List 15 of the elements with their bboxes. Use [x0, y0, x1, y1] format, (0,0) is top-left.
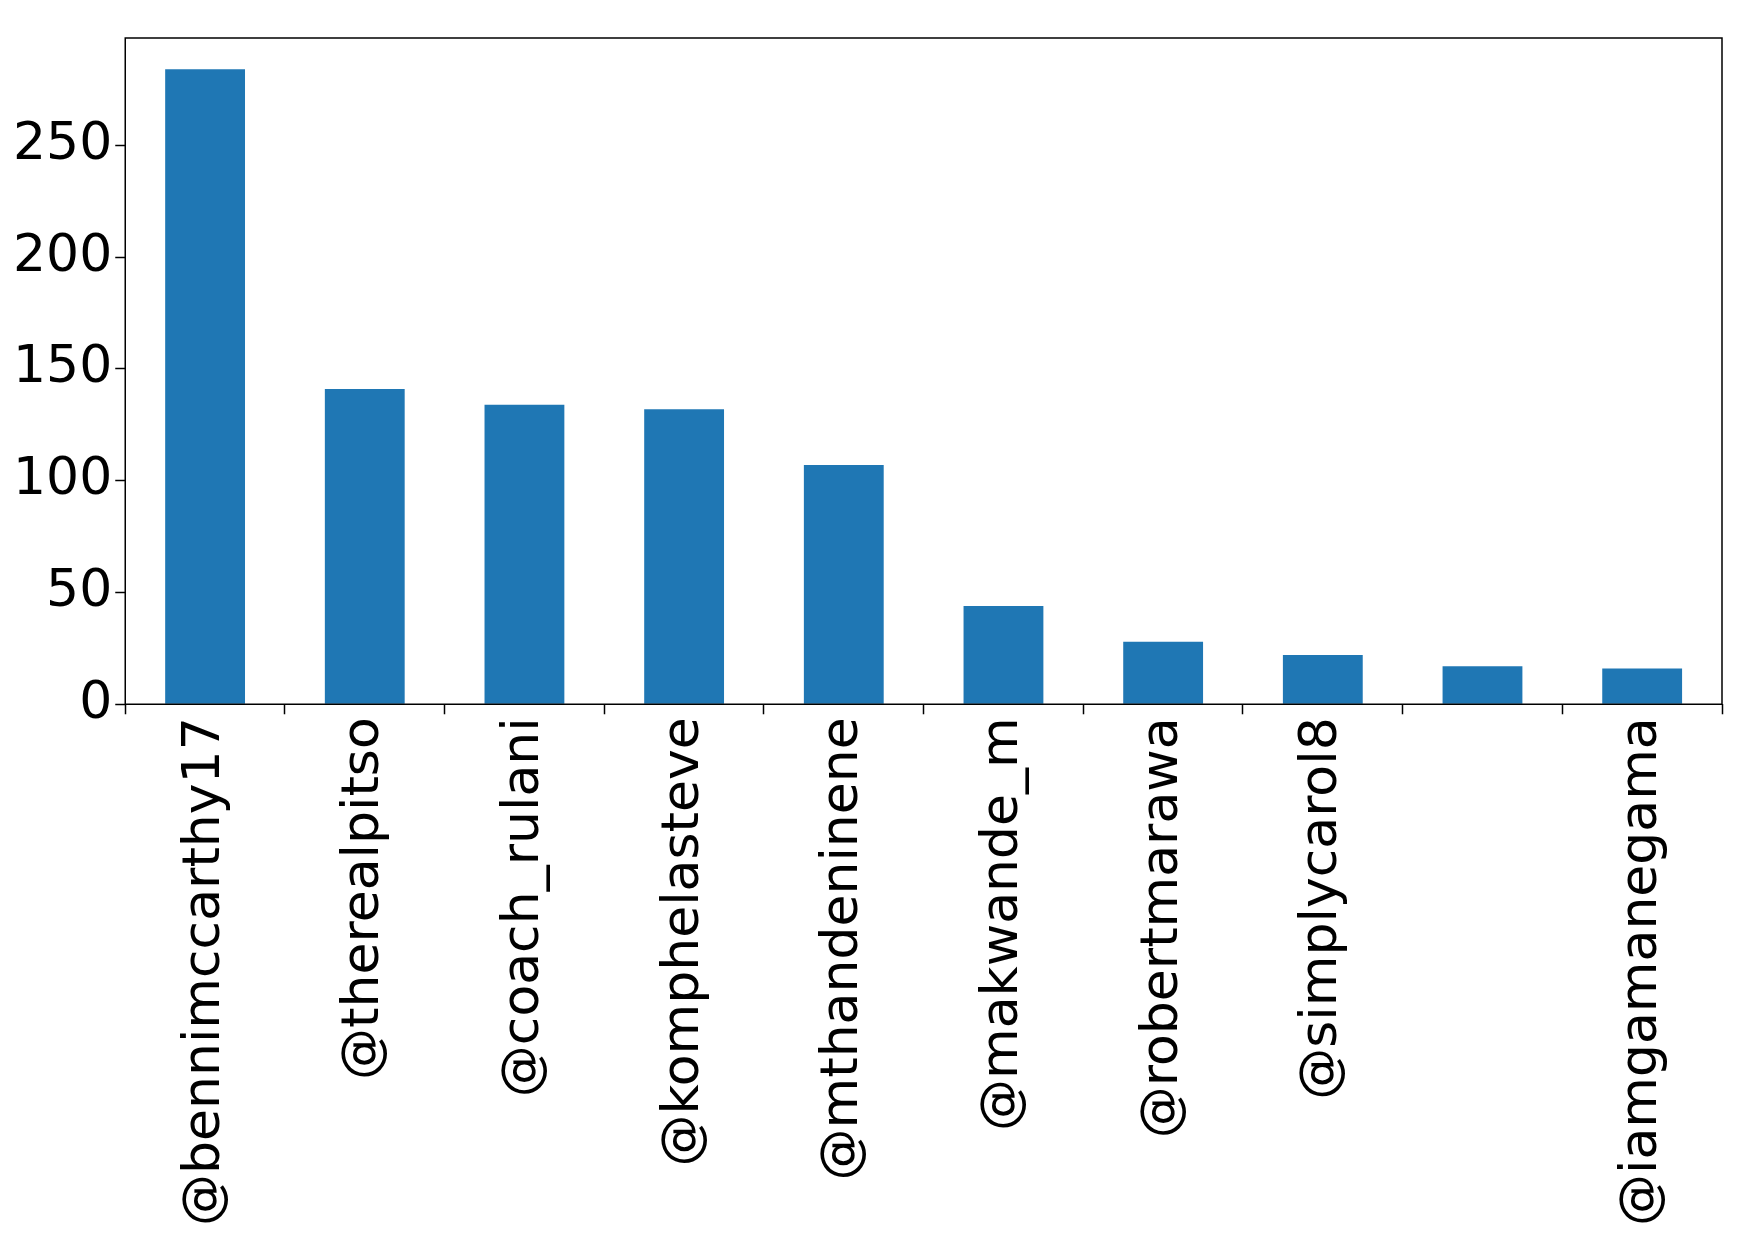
y-tick-label: 0 — [79, 669, 113, 730]
y-tick-label: 50 — [46, 558, 113, 618]
x-tick-label: @komphelasteve — [649, 717, 710, 1167]
x-tick-label: @makwande_m — [968, 717, 1029, 1131]
x-tick-label: @bennimccarthy17 — [170, 717, 231, 1227]
x-tick-label: @coach_rulani — [489, 717, 550, 1098]
x-tick-label: @iamgamanegama — [1607, 717, 1668, 1226]
x-tick-label: @simplycarol8 — [1288, 717, 1349, 1100]
x-tick-label: @therealpitso — [330, 717, 391, 1080]
y-tick-label: 250 — [12, 110, 113, 171]
y-tick-label: 150 — [12, 334, 113, 395]
y-tick-label: 200 — [12, 222, 113, 283]
x-tick-label: @robertmarawa — [1128, 717, 1189, 1139]
x-tick-label: @mthandeninene — [809, 717, 870, 1181]
y-tick-label: 100 — [12, 446, 113, 507]
